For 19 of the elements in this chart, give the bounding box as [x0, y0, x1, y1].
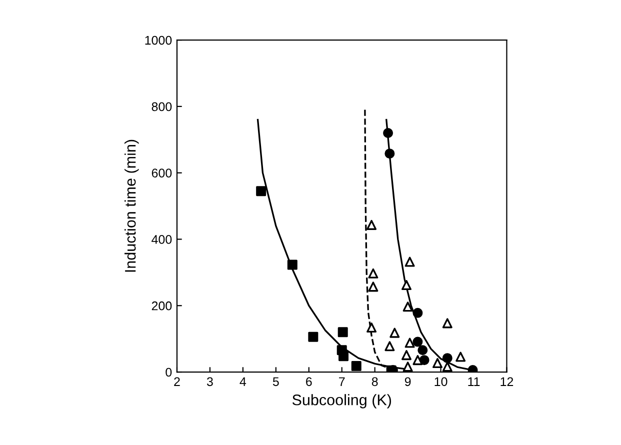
y-tick-label: 400 [152, 235, 172, 244]
x-tick-label: 3 [206, 377, 213, 386]
x-tick-label: 12 [500, 377, 514, 386]
x-tick-label: 6 [306, 377, 312, 386]
y-tick-label: 200 [152, 301, 172, 310]
y-tick-label: 1000 [145, 36, 172, 45]
x-tick-label: 4 [240, 377, 246, 386]
x-tick-label: 9 [404, 377, 411, 386]
x-tick-label: 5 [272, 377, 279, 386]
x-tick-label: 8 [372, 377, 378, 386]
x-tick-label: 10 [434, 377, 448, 386]
y-tick-label: 0 [166, 368, 172, 377]
x-tick-label: 7 [339, 377, 345, 386]
x-tick-label: 11 [468, 377, 480, 386]
y-tick-label: 800 [152, 102, 172, 112]
x-axis-title: Subcooling (K) [292, 394, 392, 408]
y-tick-label: 600 [152, 168, 172, 178]
y-axis-title: Induction time (min) [124, 140, 139, 272]
x-tick-label: 2 [174, 377, 180, 386]
